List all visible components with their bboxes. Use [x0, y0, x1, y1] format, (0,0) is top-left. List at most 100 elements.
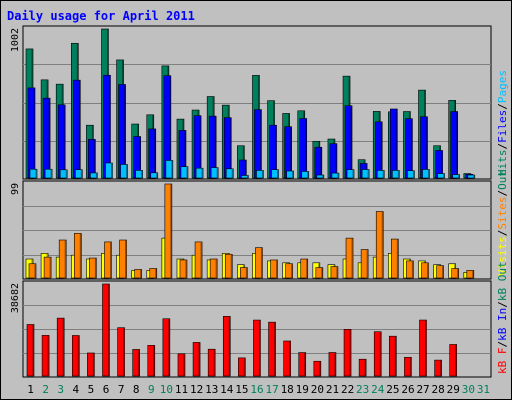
pages-bar-2-side	[50, 169, 52, 178]
kbytes-legend-item-4: kB Out	[496, 261, 509, 301]
x-tick-label-31: 31	[477, 383, 490, 396]
visits-legend: Visits/Sites/Out	[496, 170, 509, 276]
x-tick-label-1: 1	[27, 383, 34, 396]
pages-bar-11-side	[186, 167, 188, 178]
files-bar-2-side	[48, 98, 50, 178]
kbytes-bar-15	[238, 357, 246, 377]
files-bar-7-side	[124, 84, 126, 178]
pages-bar-24-side	[382, 170, 384, 178]
kbytes-bar-13-side	[213, 349, 215, 376]
pages-bar-14	[225, 168, 234, 179]
hits-legend-item-4: Pages	[496, 70, 509, 103]
x-tick-label-18: 18	[281, 383, 294, 396]
files-bar-5-side	[93, 139, 96, 178]
sites-bar-2-side	[49, 257, 51, 278]
files-bar-8-side	[139, 137, 141, 178]
files-bar-25-side	[395, 109, 398, 178]
sites-bar-24	[375, 211, 384, 279]
files-bar-6-side	[108, 75, 111, 178]
x-tick-label-21: 21	[326, 383, 339, 396]
x-tick-label-29: 29	[447, 383, 460, 396]
pages-bar-11	[180, 166, 189, 179]
pages-bar-25-side	[397, 170, 400, 178]
kbytes-bar-10-side	[168, 319, 170, 376]
pages-bar-8	[135, 170, 143, 179]
x-tick-label-27: 27	[416, 383, 429, 396]
pages-bar-30-side	[473, 175, 475, 178]
sites-bar-30-side	[472, 270, 474, 278]
sites-bar-20	[315, 267, 324, 279]
pages-bar-26-side	[412, 171, 415, 178]
sites-bar-17	[270, 259, 278, 279]
kbytes-bar-15-side	[243, 358, 246, 376]
visits-legend-item-4: Out	[496, 170, 509, 190]
kbytes-bar-28	[434, 359, 442, 377]
sites-bar-18-side	[291, 264, 293, 278]
hits-legend-item-1: /	[496, 143, 509, 150]
kbytes-bar-12-side	[198, 342, 200, 376]
files-bar-24-side	[380, 122, 382, 178]
pages-bar-25	[392, 170, 400, 179]
x-tick-label-14: 14	[220, 383, 234, 396]
kbytes-legend: kB F/kB In/kB Out	[496, 261, 509, 374]
pages-bar-24	[376, 170, 385, 179]
pages-bar-20	[316, 174, 325, 179]
pages-bar-17-side	[277, 170, 279, 178]
kbytes-bar-7	[117, 327, 125, 377]
pages-bar-21-side	[337, 173, 339, 178]
pages-bar-16-side	[261, 170, 264, 178]
x-tick-label-20: 20	[311, 383, 324, 396]
pages-bar-10	[165, 160, 174, 179]
visits-legend-item-2: Sites	[496, 197, 509, 230]
sites-bar-27	[421, 262, 429, 279]
kbytes-bar-18-side	[289, 341, 291, 376]
pages-bar-19	[301, 171, 310, 179]
files-bar-9-side	[154, 129, 156, 178]
sites-bar-12	[194, 241, 203, 279]
kbytes-bar-10	[162, 318, 171, 377]
sites-bar-15-side	[245, 268, 248, 278]
chart-title: Daily usage for April 2011	[7, 9, 195, 23]
files-bar-16-side	[259, 110, 262, 178]
sites-bar-10-side	[170, 184, 172, 278]
files-bar-13-side	[214, 116, 216, 178]
sites-bar-7-side	[125, 240, 127, 278]
x-tick-label-16: 16	[250, 383, 263, 396]
sites-bar-25	[391, 238, 399, 279]
kbytes-bar-11	[177, 353, 186, 377]
pages-bar-3	[59, 169, 68, 179]
pages-bar-29-side	[458, 175, 460, 178]
sites-bar-14-side	[230, 254, 232, 278]
pages-bar-30	[467, 174, 476, 179]
kbytes-bar-4-side	[77, 335, 79, 376]
sites-bar-28	[436, 265, 444, 279]
sites-bar-21	[330, 266, 339, 279]
x-tick-label-2: 2	[42, 383, 49, 396]
files-bar-1-side	[33, 88, 35, 178]
pages-bar-13	[210, 167, 219, 179]
kbytes-bar-20	[313, 360, 322, 377]
x-tick-label-5: 5	[88, 383, 95, 396]
kbytes-bar-16-side	[258, 320, 261, 376]
pages-bar-28	[437, 173, 445, 179]
sites-bar-13	[209, 258, 218, 279]
sites-bar-29-side	[457, 269, 459, 278]
pages-bar-27-side	[428, 170, 430, 178]
pages-bar-27	[422, 169, 430, 179]
kbytes-bar-21-side	[334, 353, 336, 376]
kbytes-bar-26	[404, 356, 412, 377]
pages-bar-23-side	[367, 170, 369, 178]
sites-bar-9	[149, 268, 158, 279]
files-bar-26-side	[410, 119, 413, 178]
pages-bar-22	[346, 169, 355, 179]
kbytes-bar-27-side	[425, 320, 427, 376]
hits-legend-item-3: /	[496, 103, 509, 110]
kbytes-ymax-label: 38682	[10, 283, 21, 313]
pages-bar-3-side	[65, 170, 67, 178]
files-bar-27-side	[426, 117, 428, 178]
x-tick-label-26: 26	[401, 383, 414, 396]
kbytes-legend-item-2: kB In	[496, 308, 509, 341]
pages-bar-12-side	[201, 168, 203, 178]
kbytes-bar-11-side	[183, 354, 185, 376]
